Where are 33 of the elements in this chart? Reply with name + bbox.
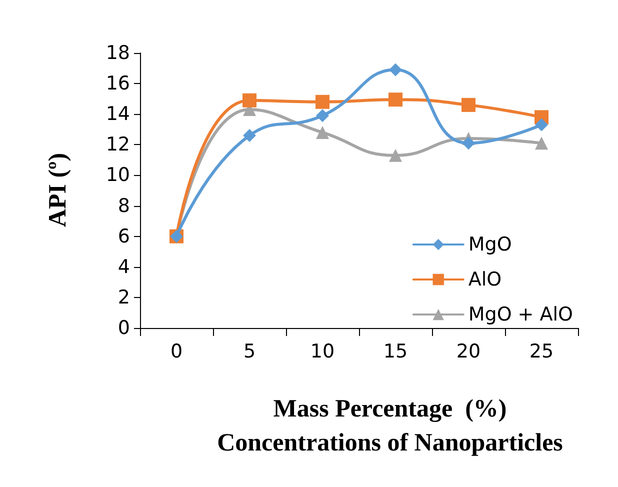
legend-label: MgO + AlO bbox=[468, 304, 573, 326]
point bbox=[389, 148, 402, 162]
point bbox=[462, 98, 476, 112]
x-tick-label: 10 bbox=[310, 340, 335, 362]
x-tick-label: 5 bbox=[243, 340, 256, 362]
x-tick-label: 25 bbox=[529, 340, 554, 362]
point bbox=[316, 109, 329, 122]
y-tick-label: 2 bbox=[118, 286, 130, 308]
point bbox=[535, 118, 548, 132]
x-axis-title: Mass Percentage (%) Concentrations of Nanoparticles bbox=[217, 396, 564, 456]
y-tick-label: 6 bbox=[118, 225, 130, 248]
y-tick-label: 14 bbox=[106, 103, 130, 126]
legend-label: MgO bbox=[468, 234, 512, 256]
legend-label: AlO bbox=[468, 268, 502, 290]
point bbox=[243, 129, 256, 142]
point bbox=[316, 94, 330, 109]
y-tick-label: 10 bbox=[106, 164, 130, 186]
y-axis-title: API (º) bbox=[44, 152, 72, 228]
x-tick-label: 15 bbox=[383, 340, 408, 362]
y-tick-label: 8 bbox=[118, 194, 130, 217]
point bbox=[389, 63, 402, 76]
y-tick-label: 18 bbox=[106, 42, 130, 64]
y-tick-label: 4 bbox=[118, 256, 130, 278]
point bbox=[388, 92, 402, 107]
point bbox=[535, 136, 548, 150]
y-tick-label: 12 bbox=[106, 134, 130, 156]
y-tick-label: 0 bbox=[118, 317, 130, 339]
point bbox=[316, 126, 329, 139]
point bbox=[462, 136, 475, 150]
y-tick-label: 16 bbox=[106, 72, 130, 95]
x-tick-label: 20 bbox=[456, 340, 481, 362]
x-tick-label: 0 bbox=[170, 340, 183, 362]
point bbox=[242, 93, 256, 108]
